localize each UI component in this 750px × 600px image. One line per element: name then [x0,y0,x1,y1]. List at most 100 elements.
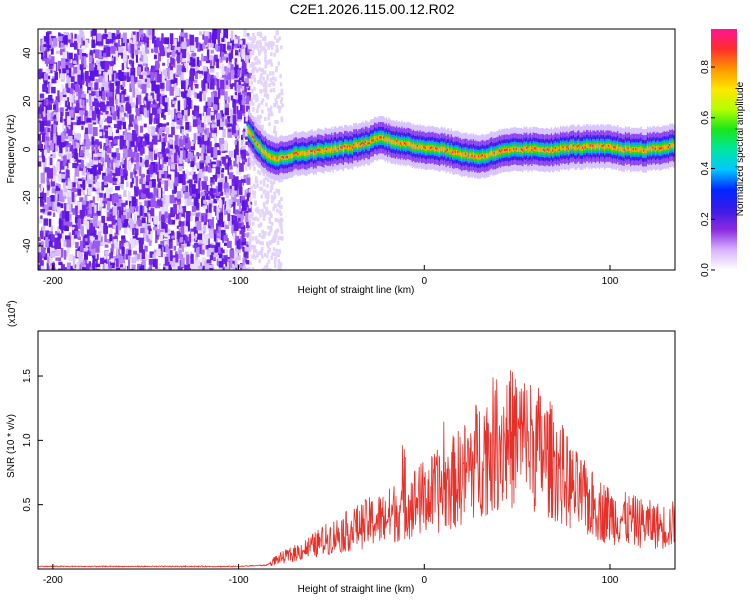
signal-peak-cell [294,151,298,154]
noise-cell [46,177,50,182]
noise-cell [50,131,54,141]
noise-cell [148,213,151,223]
signal-peak-cell [436,147,439,150]
noise-cell [54,72,58,80]
noise-cell [199,137,205,148]
noise-cell [274,98,278,103]
noise-cell [262,46,266,51]
noise-cell [171,219,176,225]
noise-cell [128,145,132,151]
noise-cell [114,162,120,168]
signal-cell [433,146,436,152]
noise-cell [167,228,171,233]
noise-cell [91,141,95,152]
noise-cell [186,240,190,247]
noise-cell [102,200,106,209]
noise-cell [172,38,177,50]
noise-cell [206,107,211,117]
noise-cell [261,98,265,103]
noise-cell [78,93,82,104]
noise-cell [194,235,197,241]
noise-cell [207,97,212,107]
noise-cell [48,234,52,240]
noise-cell [253,216,257,221]
noise-cell [230,38,233,48]
noise-cell [270,52,273,57]
noise-cell [160,37,165,44]
noise-cell [59,143,63,154]
noise-cell [120,259,125,263]
noise-cell [134,119,138,124]
noise-cell [192,110,196,115]
noise-cell [132,239,136,248]
noise-cell [38,242,43,246]
noise-cell [238,186,243,195]
noise-cell [258,259,261,264]
noise-cell [186,194,192,206]
noise-cell [53,133,56,144]
noise-cell [110,258,115,263]
noise-cell [224,103,229,108]
noise-cell [247,42,250,46]
noise-cell [240,56,244,62]
noise-cell [125,39,129,43]
noise-cell [87,236,90,244]
noise-cell [173,204,177,215]
noise-cell [86,201,89,207]
noise-cell [137,217,140,227]
noise-cell [234,43,238,48]
signal-cell [358,142,360,148]
noise-cell [139,266,143,270]
noise-cell [258,233,261,238]
noise-cell [224,105,229,116]
noise-cell [49,56,55,64]
noise-cell [199,31,202,36]
noise-cell [74,148,78,160]
noise-cell [98,185,103,196]
noise-cell [157,181,162,188]
noise-cell [253,185,257,190]
noise-cell [275,38,279,43]
noise-cell [209,78,215,90]
signal-cell [354,142,356,148]
noise-cell [125,254,128,260]
noise-cell [220,173,224,178]
noise-cell [274,217,278,222]
noise-cell [41,241,44,246]
signal-cell [277,156,280,162]
noise-cell [136,224,141,229]
noise-cell [140,173,143,181]
noise-cell [213,54,218,61]
noise-cell [205,155,211,164]
signal-cell [472,152,475,158]
noise-cell [41,52,44,60]
noise-cell [238,67,242,74]
signal-cell [323,149,325,155]
noise-cell [221,74,227,79]
noise-cell [201,215,204,221]
signal-peak-cell [359,143,363,146]
noise-cell [156,229,161,235]
noise-cell [270,45,274,50]
noise-cell [173,199,177,205]
noise-cell [250,100,253,105]
noise-cell [43,44,48,48]
noise-cell [84,70,89,82]
noise-cell [181,129,185,140]
noise-cell [190,216,193,222]
noise-cell [154,223,158,229]
noise-cell [128,124,131,131]
signal-cell [440,146,442,152]
noise-cell [58,238,61,243]
noise-cell [166,127,170,135]
noise-cell [254,248,258,253]
noise-cell [154,249,158,255]
noise-cell [71,82,76,87]
noise-cell [222,258,228,263]
noise-cell [83,139,87,150]
noise-cell [113,239,118,249]
noise-cell [273,35,277,40]
noise-cell [66,77,70,88]
noise-cell [88,174,92,180]
signal-cell [350,144,352,150]
